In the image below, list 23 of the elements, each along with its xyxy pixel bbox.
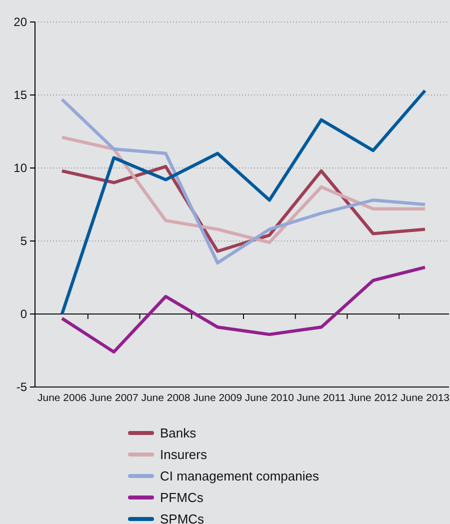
x-tick-label: June 2011 xyxy=(296,393,346,404)
x-tick-label: June 2007 xyxy=(89,393,139,404)
line-series xyxy=(60,266,427,354)
legend-label: CI management companies xyxy=(160,468,320,484)
y-tick-label: 10 xyxy=(14,160,28,175)
x-tick-label: June 2010 xyxy=(244,393,294,404)
x-tick-label: June 2012 xyxy=(348,393,398,404)
legend-label: PFMCs xyxy=(160,490,204,506)
y-tick-label: 5 xyxy=(20,234,28,248)
line-series xyxy=(60,98,427,264)
x-tick-label: June 2006 xyxy=(38,393,87,404)
line-series xyxy=(60,89,427,316)
x-tick-label: June 2008 xyxy=(141,393,191,404)
y-tick-label: 0 xyxy=(20,306,28,321)
legend-label: Banks xyxy=(160,426,197,441)
x-tick-label: June 2013 xyxy=(400,393,450,404)
x-tick-label: June 2009 xyxy=(193,393,243,404)
legend-label: SPMCs xyxy=(160,512,205,524)
y-tick-label: -5 xyxy=(16,380,28,394)
legend-label: Insurers xyxy=(160,447,208,462)
y-tick-label: 15 xyxy=(14,88,28,102)
y-tick-label: 20 xyxy=(14,14,28,29)
line-series xyxy=(60,136,427,244)
